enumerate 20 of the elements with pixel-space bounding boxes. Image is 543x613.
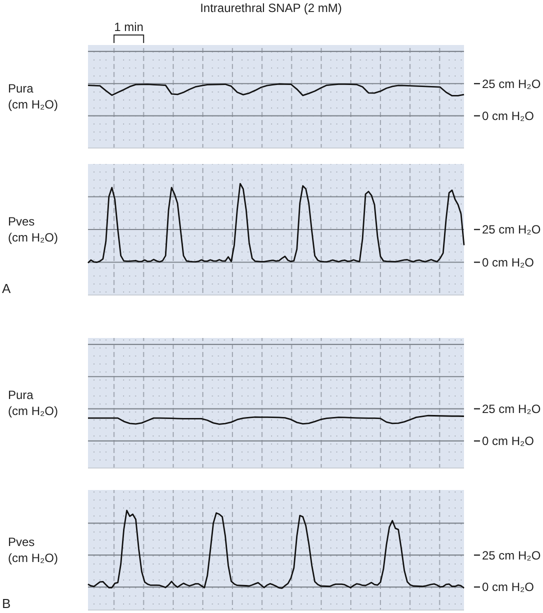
y-tick-label: 0 cm H₂O [482, 109, 534, 124]
y-tick-label: 25 cm H₂O [482, 76, 541, 91]
y-axis-title: Pves (cm H₂O) [8, 535, 58, 565]
text: A [2, 281, 11, 296]
text: B [2, 596, 11, 611]
y-axis-title: Pves (cm H₂O) [8, 214, 58, 244]
y-tick-label: 25 cm H₂O [482, 402, 541, 416]
line-series [87, 510, 465, 589]
y-tick-label: 0 cm H₂O [482, 434, 534, 448]
y-tick-label: 0 cm H₂O [482, 255, 534, 270]
line-series [87, 414, 465, 425]
y-tick-label: 25 cm H₂O [482, 222, 541, 237]
y-axis-title: Pura (cm H₂O) [8, 82, 58, 112]
y-tick-label: 0 cm H₂O [482, 580, 534, 594]
y-axis-title: Pura (cm H₂O) [8, 388, 58, 418]
chart-title: Intraurethral SNAP (2 mM) [200, 1, 342, 15]
line-series [87, 83, 465, 96]
line-series [87, 182, 465, 264]
y-tick-label: 25 cm H₂O [482, 548, 541, 562]
text: 1 min [114, 20, 144, 34]
